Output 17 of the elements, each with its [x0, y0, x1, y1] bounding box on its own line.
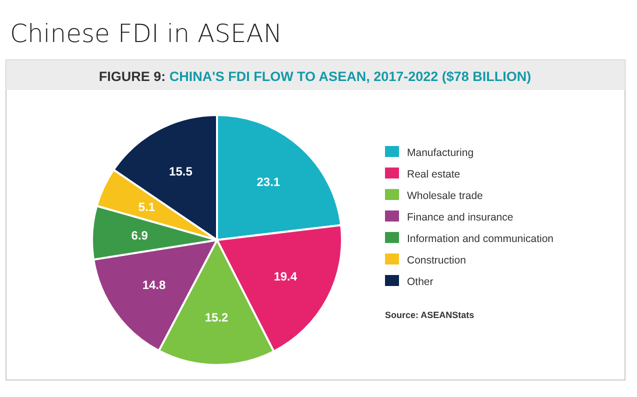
legend-label: Construction: [407, 254, 466, 266]
legend-label: Real estate: [407, 168, 460, 180]
chart-subtitle: FIGURE 9: CHINA'S FDI FLOW TO ASEAN, 2017-2022 ($78 BILLION): [98, 69, 532, 84]
data-label: 5.1: [138, 200, 156, 214]
source-note: Source: ASEANStats: [385, 310, 474, 320]
legend-label: Information and communication: [407, 233, 554, 245]
data-label: 15.2: [204, 310, 229, 324]
data-label: 14.8: [142, 278, 166, 292]
legend-label: Manufacturing: [407, 147, 474, 159]
data-label: 19.4: [274, 269, 298, 284]
data-label: 6.9: [131, 228, 148, 242]
chart-title: Chinese FDI in ASEAN: [10, 19, 282, 48]
legend-label: Wholesale trade: [407, 190, 484, 202]
legend-label: Other: [407, 276, 434, 288]
data-label: 15.5: [169, 164, 193, 179]
legend-label: Finance and insurance: [407, 212, 514, 224]
data-label: 23.1: [256, 175, 280, 190]
